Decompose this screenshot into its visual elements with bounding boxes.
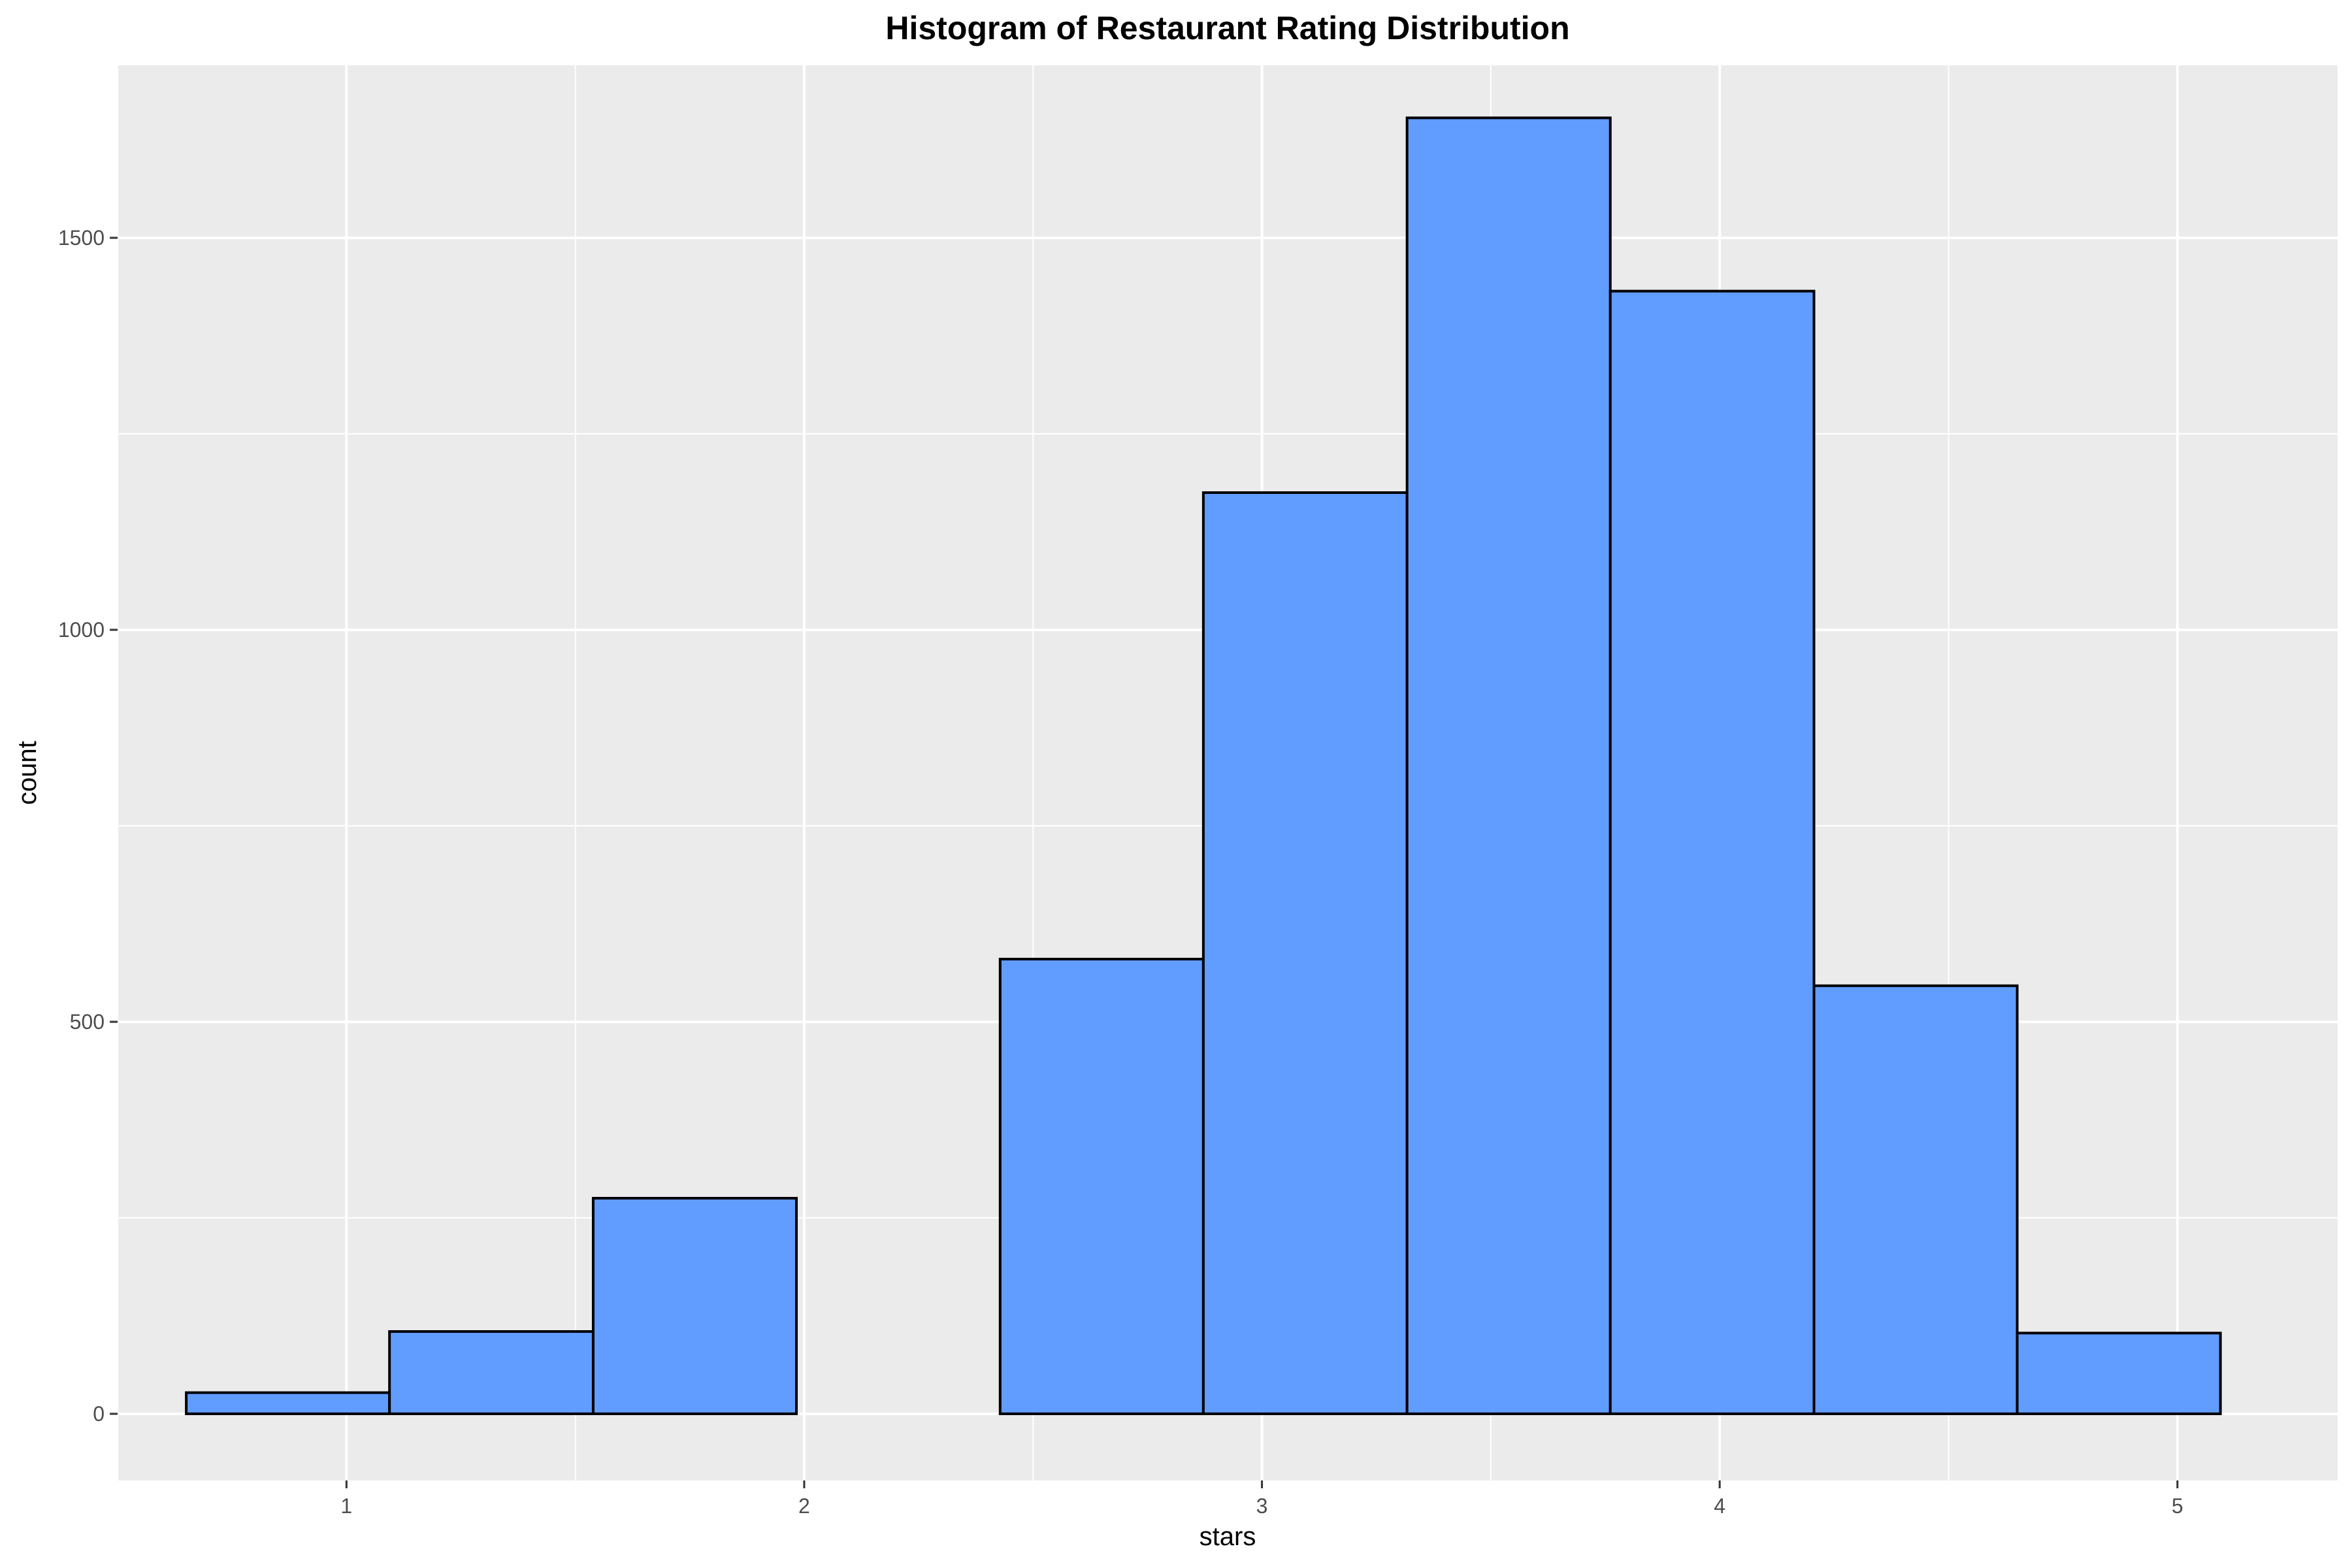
y-axis-label: count [13, 741, 42, 805]
y-axis-ticks: 0 500 1000 1500 [58, 226, 118, 1426]
histogram-bar [1609, 289, 1816, 1416]
histogram-bar [1812, 984, 2019, 1416]
bars [185, 116, 2222, 1416]
x-tick-label: 3 [1256, 1494, 1268, 1518]
y-tick-label: 500 [70, 1010, 105, 1034]
histogram-bar [388, 1330, 595, 1415]
x-tick-label: 4 [1714, 1494, 1725, 1518]
y-tick-label: 1000 [58, 618, 105, 642]
x-tick-label: 5 [2172, 1494, 2183, 1518]
histogram-bar [185, 1391, 391, 1416]
histogram-bar [998, 958, 1205, 1415]
x-tick-label: 1 [340, 1494, 352, 1518]
histogram-bar [1201, 491, 1409, 1415]
x-axis-ticks: 1 2 3 4 5 [340, 1480, 2183, 1518]
y-tick-label: 1500 [58, 226, 105, 250]
chart-title: Histogram of Restaurant Rating Distribut… [885, 10, 1569, 46]
y-tick-label: 0 [93, 1402, 105, 1426]
histogram-bar [2016, 1331, 2222, 1416]
x-axis-label: stars [1200, 1522, 1256, 1551]
histogram-bar [591, 1197, 798, 1415]
histogram-bar [1405, 116, 1612, 1415]
x-tick-label: 2 [798, 1494, 810, 1518]
